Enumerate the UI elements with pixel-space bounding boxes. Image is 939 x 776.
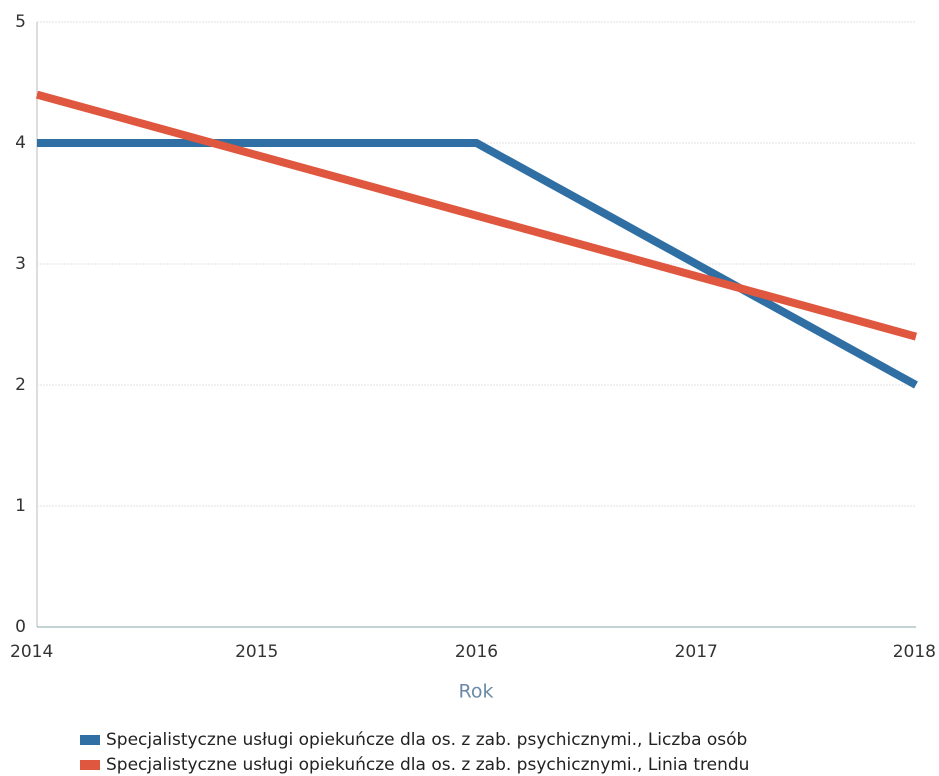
legend-label: Specjalistyczne usługi opiekuńcze dla os… bbox=[106, 730, 747, 750]
x-tick-label: 2014 bbox=[10, 642, 53, 662]
y-tick-label: 2 bbox=[15, 375, 26, 395]
x-tick-label: 2017 bbox=[675, 642, 718, 662]
legend-label: Specjalistyczne usługi opiekuńcze dla os… bbox=[106, 755, 749, 775]
y-tick-label: 5 bbox=[15, 12, 26, 32]
legend-swatch bbox=[80, 760, 100, 770]
y-tick-label: 4 bbox=[15, 133, 26, 153]
legend-swatch bbox=[80, 735, 100, 745]
y-tick-label: 3 bbox=[15, 254, 26, 274]
series-line bbox=[35, 90, 918, 341]
y-tick-label: 1 bbox=[15, 496, 26, 516]
x-tick-label: 2018 bbox=[893, 642, 936, 662]
x-axis-label: Rok bbox=[459, 681, 494, 703]
x-tick-label: 2016 bbox=[455, 642, 498, 662]
x-tick-label: 2015 bbox=[235, 642, 278, 662]
series-line bbox=[37, 139, 918, 389]
y-tick-label: 0 bbox=[15, 617, 26, 637]
